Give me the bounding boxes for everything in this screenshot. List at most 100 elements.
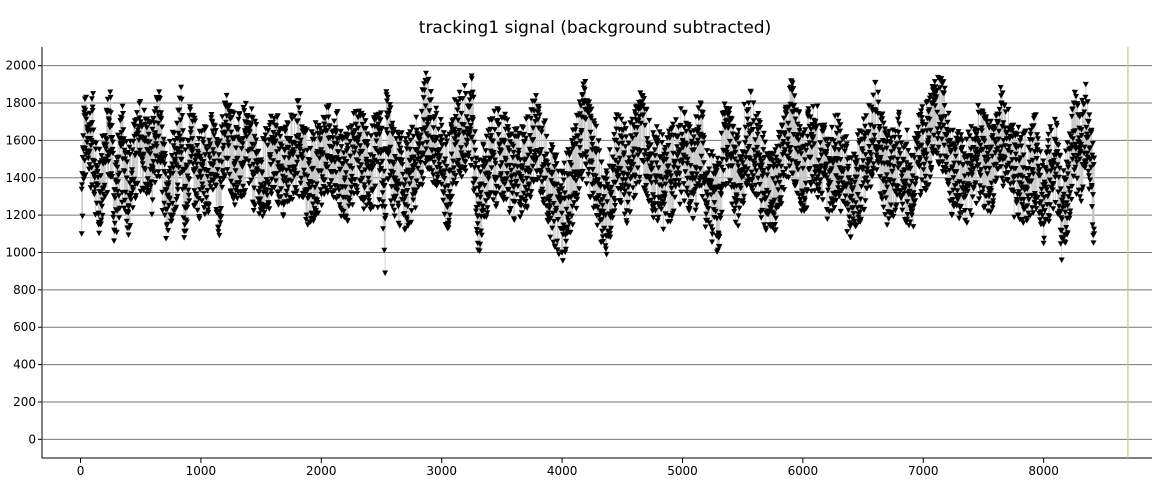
data-point (301, 167, 307, 174)
data-point (300, 194, 307, 201)
data-point (1028, 178, 1035, 184)
data-point (785, 120, 792, 127)
data-point (723, 117, 730, 124)
data-point (940, 79, 947, 85)
data-point (668, 185, 675, 192)
data-point (163, 187, 170, 194)
data-point (928, 165, 935, 171)
data-point (813, 123, 820, 130)
data-point (654, 141, 661, 148)
data-point (561, 160, 568, 167)
data-point (200, 136, 206, 143)
data-point (579, 168, 586, 175)
data-point (546, 198, 553, 205)
data-point (413, 114, 420, 121)
data-point (1029, 137, 1036, 143)
data-point (494, 118, 501, 124)
data-point (1003, 131, 1010, 137)
data-point (375, 121, 382, 128)
data-point (174, 187, 181, 193)
data-point (251, 142, 258, 148)
data-point (387, 105, 394, 111)
data-point (344, 218, 351, 224)
data-point (305, 161, 312, 167)
data-point (378, 110, 384, 116)
data-point (1022, 205, 1028, 212)
data-point (741, 193, 748, 200)
data-point (590, 190, 597, 197)
data-point (437, 117, 444, 123)
data-point (737, 185, 744, 192)
data-point (174, 135, 181, 142)
data-point (696, 115, 702, 121)
data-point (881, 126, 888, 132)
data-point (461, 129, 468, 135)
data-point (283, 188, 290, 195)
data-point (1073, 191, 1080, 198)
data-point (181, 167, 187, 174)
data-point (996, 128, 1002, 135)
data-point (538, 147, 545, 153)
data-point (554, 238, 561, 245)
data-point (1036, 167, 1043, 173)
data-point (695, 105, 702, 111)
data-point (360, 206, 367, 212)
data-point (161, 142, 168, 148)
data-point (506, 148, 513, 154)
data-point (1042, 181, 1048, 188)
data-point (1009, 157, 1016, 163)
data-point (148, 211, 155, 218)
data-point (458, 145, 464, 151)
data-point (959, 210, 966, 216)
data-point (566, 220, 573, 227)
data-point (202, 125, 209, 131)
data-point (682, 169, 689, 175)
data-point (1000, 120, 1007, 126)
data-point (678, 189, 685, 196)
data-point (158, 116, 165, 122)
data-point (823, 148, 830, 155)
data-point (417, 160, 424, 166)
data-point (901, 186, 908, 192)
data-point (947, 137, 954, 144)
data-point (438, 122, 445, 129)
data-point (748, 121, 755, 128)
data-point (952, 153, 959, 160)
data-point (83, 94, 90, 101)
data-point (694, 141, 701, 147)
data-point (441, 160, 448, 166)
data-point (665, 143, 672, 149)
data-point (790, 86, 797, 92)
data-point (1039, 213, 1046, 219)
data-point (860, 116, 867, 122)
data-point (625, 183, 632, 190)
data-point (926, 116, 933, 123)
data-point (141, 135, 148, 141)
data-point (704, 148, 710, 154)
data-point (376, 131, 383, 138)
data-point (560, 177, 567, 184)
data-point (370, 163, 377, 169)
data-point (240, 183, 246, 190)
data-point (489, 116, 496, 122)
data-point (795, 137, 802, 143)
data-point (470, 116, 477, 123)
data-point (404, 216, 410, 223)
data-point (283, 193, 289, 199)
data-point (200, 140, 207, 146)
data-point (700, 160, 707, 166)
data-point (710, 153, 717, 160)
data-point (131, 176, 138, 183)
data-point (211, 132, 218, 138)
data-point (972, 180, 979, 186)
data-point (1025, 197, 1032, 203)
data-point (505, 127, 512, 133)
data-point (1052, 171, 1059, 178)
data-point (399, 157, 406, 163)
data-point (1039, 162, 1046, 169)
data-point (951, 141, 958, 147)
data-point (394, 178, 401, 185)
data-point (976, 139, 982, 145)
data-point (267, 162, 274, 168)
data-point (785, 136, 791, 142)
